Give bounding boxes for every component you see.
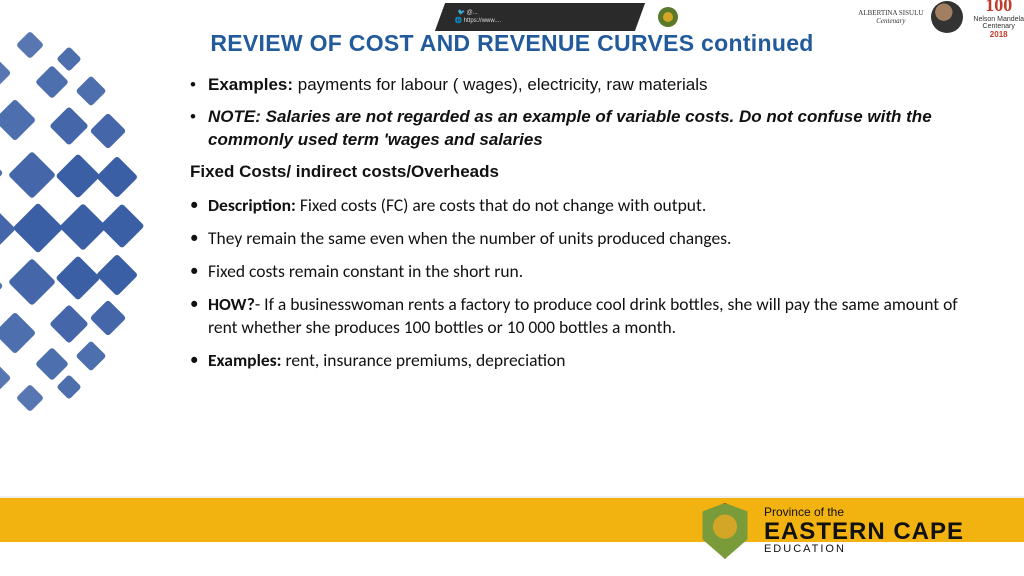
bullet-description: Description: Fixed costs (FC) are costs … — [190, 194, 984, 217]
label-examples2: Examples: — [208, 349, 282, 371]
text-how: - If a businesswoman rents a factory to … — [208, 293, 958, 338]
bullet-short-run: Fixed costs remain constant in the short… — [190, 260, 984, 283]
label-how: HOW? — [208, 293, 255, 315]
text-remain: They remain the same even when the numbe… — [208, 227, 731, 249]
text-examples2: rent, insurance premiums, depreciation — [282, 349, 566, 371]
albertina-sisulu-label: ALBERTINA SISULU Centenary — [858, 9, 923, 25]
label-description: Description: — [208, 194, 296, 216]
top-banner: 🐦 @...🌐 https://www.... ALBERTINA SISULU… — [440, 0, 1024, 34]
footer-text: Province of the EASTERN CAPE EDUCATION — [764, 506, 964, 555]
footer-branding: Province of the EASTERN CAPE EDUCATION — [700, 500, 964, 562]
text-description: Fixed costs (FC) are costs that do not c… — [296, 194, 706, 216]
bullet-how: HOW?- If a businesswoman rents a factory… — [190, 293, 984, 339]
fixed-costs-heading: Fixed Costs/ indirect costs/Overheads — [190, 161, 984, 183]
small-crest-icon — [648, 3, 688, 31]
slide-content: Examples: payments for labour ( wages), … — [190, 74, 984, 382]
bullet-note: NOTE: Salaries are not regarded as an ex… — [190, 106, 984, 151]
sisulu-name: ALBERTINA SISULU — [858, 9, 923, 17]
eastern-cape-label: EASTERN CAPE — [764, 519, 964, 544]
text-examples: payments for labour ( wages), electricit… — [293, 75, 707, 94]
portrait-icon — [931, 1, 963, 33]
decorative-squares — [0, 40, 180, 460]
text-shortrun: Fixed costs remain constant in the short… — [208, 260, 523, 282]
label-examples: Examples: — [208, 75, 293, 94]
crest-icon — [700, 503, 750, 559]
hundred-text: 100 — [985, 0, 1012, 15]
slide-title: REVIEW OF COST AND REVENUE CURVES contin… — [0, 30, 1024, 57]
bullet-examples-fixed: Examples: rent, insurance premiums, depr… — [190, 349, 984, 372]
bullet-remain-same: They remain the same even when the numbe… — [190, 227, 984, 250]
note-text: NOTE: Salaries are not regarded as an ex… — [208, 107, 932, 148]
banner-dark-stripe: 🐦 @...🌐 https://www.... — [435, 3, 645, 31]
education-label: EDUCATION — [764, 544, 964, 556]
bullet-examples-variable: Examples: payments for labour ( wages), … — [190, 74, 984, 96]
